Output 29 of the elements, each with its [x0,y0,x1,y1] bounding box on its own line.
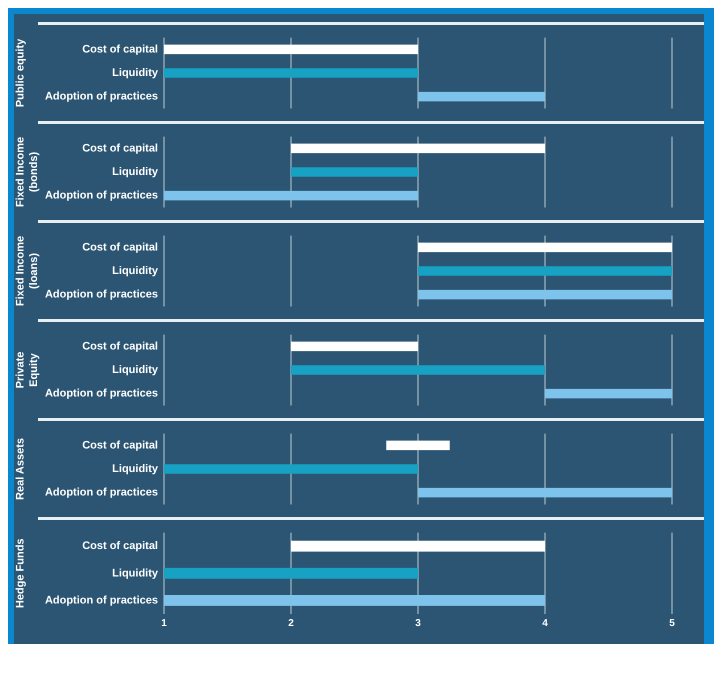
x-tick-label: 4 [542,618,548,629]
y-axis-title: Fixed Income (bonds) [14,136,40,208]
y-tick-label: Adoption of practices [44,288,158,301]
y-tick-label: Liquidity [112,567,159,580]
y-axis-title: Hedge Funds [14,538,27,608]
y-tick-label: Adoption of practices [44,486,158,499]
y-tick-label: Cost of capital [82,439,158,452]
y-axis-title: Fixed Income (loans) [14,236,40,306]
y-tick-label: Liquidity [112,364,159,376]
y-tick-label: Liquidity [112,265,159,278]
x-tick-label: 3 [415,618,422,629]
y-tick-label: Adoption of practices [44,90,158,103]
y-tick-label: Adoption of practices [44,190,158,202]
y-tick-label: Cost of capital [82,340,158,352]
x-tick-label: 5 [669,618,676,629]
y-tick-label: Cost of capital [82,241,158,254]
y-tick-label: Liquidity [112,166,159,178]
y-tick-label: Liquidity [112,67,159,80]
x-tick-label: 1 [161,618,168,629]
y-axis-title: Real Assets [14,438,27,500]
y-axis-title: Private Equity [14,352,40,388]
y-tick-label: Cost of capital [82,540,158,552]
x-tick-label: 2 [288,618,294,629]
y-tick-label: Liquidity [112,463,159,476]
y-tick-label: Adoption of practices [44,594,158,606]
y-tick-label: Cost of capital [82,142,158,154]
y-tick-label: Cost of capital [82,43,158,56]
y-axis-title: Public equity [14,38,27,108]
y-tick-label: Adoption of practices [44,388,158,400]
